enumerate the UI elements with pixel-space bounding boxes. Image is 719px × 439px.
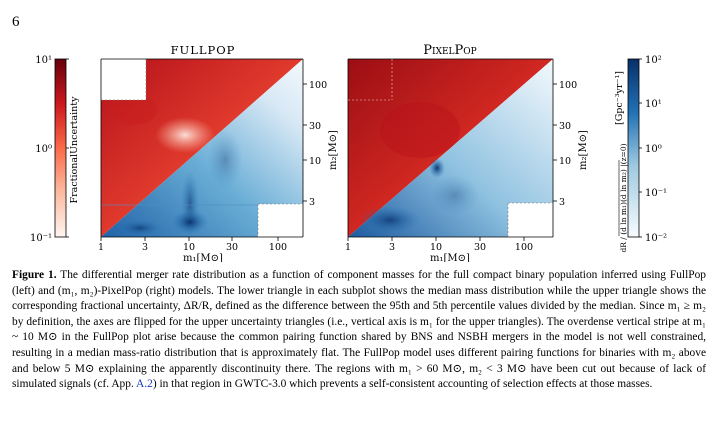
right-panel-title: PixelPop <box>423 43 476 58</box>
right-x-tick: 10 <box>430 242 442 253</box>
left-x-tick: 10 <box>183 242 195 253</box>
left-y-tick: 30 <box>309 121 321 132</box>
left-x-tick: 3 <box>142 242 148 253</box>
right-y-tick: 10 <box>559 156 571 167</box>
page-number: 6 <box>12 14 20 30</box>
right-colorbar-tick: 10² <box>645 55 662 66</box>
right-heatmap <box>348 59 553 237</box>
figure-caption: Figure 1. The differential merger rate d… <box>12 268 706 393</box>
right-colorbar-label-2: dR / (d ln m₁)(d ln m₂) |(z=0) <box>619 143 628 252</box>
left-y-tick: 10 <box>309 156 321 167</box>
left-y-axis: 100 30 10 3 m₂[M⊙] <box>303 80 339 208</box>
left-x-tick: 1 <box>98 242 104 253</box>
caption-text: The differential merger rate distributio… <box>12 269 706 391</box>
right-x-tick: 100 <box>515 242 533 253</box>
right-x-tick: 30 <box>474 242 486 253</box>
right-x-tick: 3 <box>389 242 395 253</box>
left-colorbar-label: FractionalUncertainty <box>69 96 80 204</box>
right-colorbar-tick: 10⁻² <box>645 233 667 244</box>
right-y-tick: 30 <box>559 121 571 132</box>
left-frame <box>100 58 304 238</box>
left-colorbar-tick: 10¹ <box>35 55 52 66</box>
right-y-label: m₂[M⊙] <box>578 130 589 170</box>
left-x-label: m₁[M⊙] <box>183 253 223 262</box>
right-y-axis: 100 30 10 3 m₂[M⊙] <box>553 80 589 208</box>
left-panel-title: FULLPOP <box>171 43 236 57</box>
right-y-tick: 3 <box>559 197 565 208</box>
left-heatmap <box>101 59 303 237</box>
right-colorbar-label: [Gpc⁻³yr⁻¹] <box>614 71 625 125</box>
right-colorbar: [Gpc⁻³yr⁻¹] dR / (d ln m₁)(d ln m₂) |(z=… <box>614 55 667 253</box>
left-colorbar-tick: 10⁰ <box>35 144 52 155</box>
left-x-tick: 100 <box>269 242 287 253</box>
left-y-tick: 100 <box>309 80 327 91</box>
left-colorbar: 10¹ 10⁰ 10⁻¹ FractionalUncertainty <box>30 55 80 244</box>
left-colorbar-tick: 10⁻¹ <box>30 233 52 244</box>
right-frame <box>347 58 554 238</box>
appendix-link[interactable]: A.2 <box>136 378 153 391</box>
right-colorbar-tick: 10⁻¹ <box>645 188 667 199</box>
figure: 10¹ 10⁰ 10⁻¹ FractionalUncertainty FULLP… <box>30 43 667 262</box>
left-x-tick: 30 <box>226 242 238 253</box>
right-colorbar-tick: 10⁰ <box>645 144 662 155</box>
right-y-tick: 100 <box>559 80 577 91</box>
right-x-tick: 1 <box>345 242 351 253</box>
right-x-axis: 1 3 10 30 100 m₁[M⊙] <box>345 237 533 262</box>
left-y-tick: 3 <box>309 197 315 208</box>
left-y-label: m₂[M⊙] <box>328 130 339 170</box>
right-colorbar-tick: 10¹ <box>645 99 662 110</box>
figure-label: Figure 1. <box>12 269 57 281</box>
right-x-label: m₁[M⊙] <box>430 253 470 262</box>
left-x-axis: 1 3 10 30 100 m₁[M⊙] <box>98 237 287 262</box>
